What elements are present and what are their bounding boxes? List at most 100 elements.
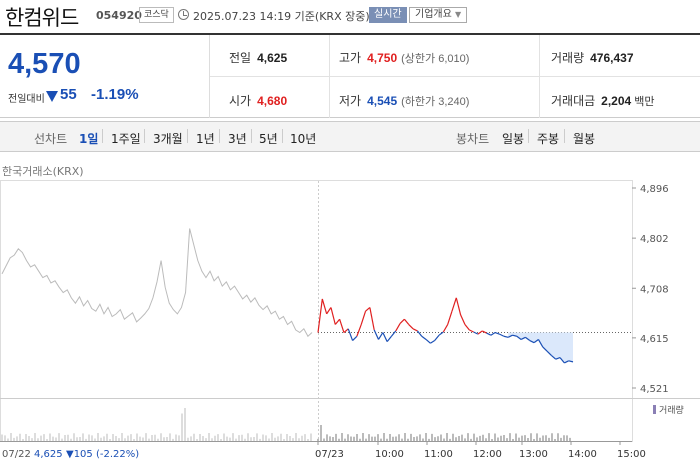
divider [187, 129, 188, 143]
today-line-segment [434, 334, 440, 341]
today-line-segment [339, 319, 345, 333]
today-line-segment [386, 335, 392, 342]
as-of-time: 2025.07.23 14:19 기준(KRX 장중) [193, 10, 370, 23]
stat-value: 4,545 [367, 94, 398, 108]
today-line-segment [365, 307, 371, 312]
tab-1y[interactable]: 1년 [196, 132, 215, 146]
tab-1w[interactable]: 1주일 [111, 132, 141, 146]
divider [564, 129, 565, 143]
today-line-segment [408, 324, 414, 330]
stat-value: 4,750 [367, 51, 398, 65]
upper-limit: (상한가 6,010) [401, 53, 470, 65]
tab-daily-candle[interactable]: 일봉 [502, 132, 525, 146]
today-line-segment [352, 335, 358, 341]
today-line-segment [403, 318, 410, 325]
stat-open: 시가 4,680 [229, 92, 287, 109]
today-line-segment [460, 314, 466, 325]
tab-3y[interactable]: 3년 [228, 132, 247, 146]
chart-labels: 4,896 4,802 4,708 4,615 4,521 거래량 07/23 10:00 11… [2, 184, 684, 460]
down-triangle-icon [46, 91, 58, 102]
today-line-segment [503, 335, 509, 338]
company-overview-dropdown[interactable]: 기업개요 ▼ [409, 7, 468, 23]
stat-value: 4,680 [257, 94, 288, 108]
volume-legend-swatch [653, 405, 656, 414]
y-tick-label: 4,708 [640, 284, 669, 295]
tab-3m[interactable]: 3개월 [153, 132, 183, 146]
stat-label: 전일 [229, 51, 252, 65]
today-line-segment [399, 318, 405, 324]
divider [144, 129, 145, 143]
x-tick-label: 10:00 [375, 449, 404, 460]
volume-bars [1, 408, 571, 441]
y-tick-label: 4,802 [640, 234, 669, 245]
today-line-segment [542, 346, 548, 352]
data-source: 한국거래소(KRX) [2, 165, 84, 178]
today-line-segment [529, 339, 535, 344]
tab-1d[interactable]: 1일 [79, 132, 99, 146]
today-line-segment [525, 336, 531, 342]
stat-volume: 거래량 476,437 [551, 49, 634, 66]
stat-unit: 백만 [634, 96, 655, 108]
stat-label: 시가 [229, 94, 252, 108]
today-line-segment [469, 329, 474, 333]
today-line-segment [451, 297, 457, 312]
today-line-segment [473, 331, 479, 335]
lower-limit: (하한가 3,240) [401, 96, 470, 108]
prev-day-date: 07/22 [2, 449, 31, 460]
x-tick-label: 12:00 [473, 449, 502, 460]
divider [251, 129, 252, 143]
today-line-segment [490, 332, 496, 336]
current-price-panel: 4,570 전일대비 55 -1.19% [0, 35, 210, 118]
today-line-segment [321, 298, 328, 315]
today-line-segment [559, 357, 565, 364]
today-line-segment [455, 297, 462, 316]
today-line-segment [382, 332, 388, 342]
stat-value: 4,625 [257, 51, 288, 65]
x-tick-label: 07/23 [315, 449, 344, 460]
price-summary: 4,570 전일대비 55 -1.19% 전일 4,625 고가 4,750 (상한가… [0, 33, 700, 118]
today-line-segment [391, 330, 397, 337]
stat-high: 고가 4,750 (상한가 6,010) [339, 49, 469, 66]
market-badge: 코스닥 [139, 7, 174, 23]
today-line-segment [430, 340, 436, 344]
today-line-segment [481, 330, 487, 334]
today-line-segment [564, 360, 569, 364]
tab-monthly-candle[interactable]: 월봉 [573, 132, 596, 146]
divider [219, 129, 220, 143]
dropdown-arrow-icon: ▼ [455, 10, 462, 19]
divider [539, 35, 540, 118]
today-line-segment [438, 331, 444, 336]
tab-5y[interactable]: 5년 [259, 132, 278, 146]
candle-chart-label: 봉차트 [456, 132, 490, 146]
realtime-button[interactable]: 실시간 [369, 7, 407, 23]
stat-label: 거래량 [551, 51, 585, 65]
today-line-segment [442, 324, 449, 333]
today-line-segment [317, 298, 323, 333]
today-line-segment [360, 311, 367, 325]
today-line-segment [416, 330, 423, 337]
tab-weekly-candle[interactable]: 주봉 [537, 132, 560, 146]
today-line-segment [568, 360, 574, 363]
today-line-segment [330, 307, 336, 325]
change-rate: -1.19% [91, 86, 139, 103]
divider [528, 129, 529, 143]
current-price: 4,570 [8, 48, 81, 80]
today-line-segment [421, 335, 427, 340]
tab-10y[interactable]: 10년 [290, 132, 317, 146]
today-line-segment [326, 307, 332, 315]
today-line-segment [494, 331, 500, 335]
volume-legend-label: 거래량 [659, 404, 684, 416]
stat-value: 2,204 [601, 94, 632, 108]
today-line-segment [533, 338, 539, 344]
stat-low: 저가 4,545 (하한가 3,240) [339, 92, 469, 109]
period-toolbar: 선차트 1일 1주일 3개월 1년 3년 5년 10년 봉차트 일봉 주봉 월봉 [0, 121, 700, 152]
today-line-segment [486, 332, 492, 336]
stock-header: 한컴위드 054920 코스닥 2025.07.23 14:19 기준(KRX … [0, 0, 700, 30]
x-tick-label: 15:00 [617, 449, 646, 460]
today-line-segment [555, 357, 561, 360]
line-chart-label: 선차트 [34, 132, 68, 146]
today-line-segment [334, 318, 341, 325]
stat-label: 거래대금 [551, 94, 596, 108]
today-line-segment [464, 324, 470, 331]
